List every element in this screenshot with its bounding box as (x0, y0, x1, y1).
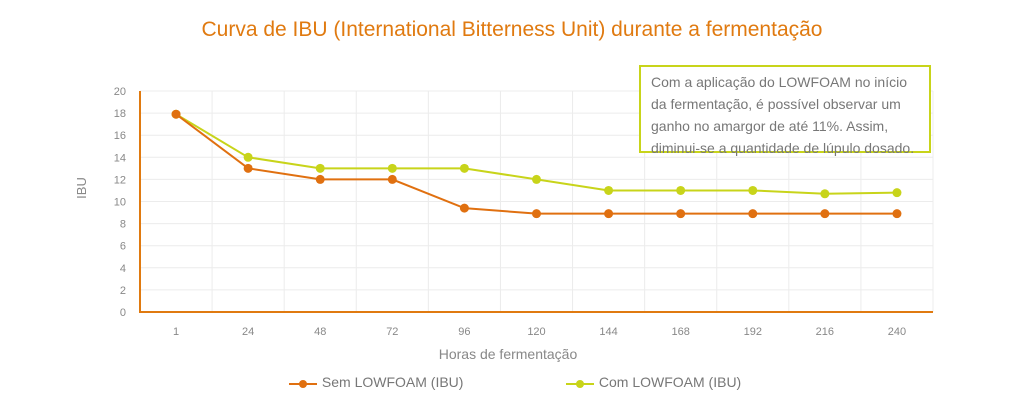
data-point-com (532, 174, 541, 184)
data-point-com (892, 188, 902, 198)
data-point-com (604, 185, 614, 195)
data-point-com (387, 163, 397, 173)
data-point-sem (604, 209, 614, 219)
legend-marker-com-icon (566, 380, 594, 389)
x-tick-label: 96 (458, 326, 470, 338)
data-point-sem (459, 203, 469, 213)
legend-label-sem: Sem LOWFOAM (IBU) (321, 374, 464, 390)
y-tick-label: 0 (120, 307, 126, 319)
x-tick-label: 1 (173, 326, 179, 338)
y-tick-label: 16 (114, 130, 126, 142)
annotation-box: Com a aplicação do LOWFOAM no início da … (639, 65, 931, 156)
data-point-com (243, 152, 253, 162)
x-tick-label: 48 (314, 326, 326, 338)
y-tick-labels: 0 2 4 6 8 10 12 14 16 18 20 (114, 86, 126, 319)
data-point-sem (676, 209, 686, 219)
y-tick-label: 12 (114, 174, 126, 186)
x-tick-label: 216 (816, 326, 834, 338)
y-tick-label: 18 (114, 108, 126, 120)
axes (139, 91, 933, 313)
legend-item-sem-lowfoam[interactable]: Sem LOWFOAM (IBU) (288, 374, 463, 390)
data-point-sem (892, 209, 902, 219)
y-tick-label: 2 (120, 285, 126, 297)
x-tick-label: 192 (744, 326, 762, 338)
data-point-sem (243, 163, 253, 173)
x-tick-labels: 1 24 48 72 96 120 144 168 192 216 240 (173, 326, 906, 338)
data-point-sem (171, 109, 181, 119)
legend-label-com: Com LOWFOAM (IBU) (598, 374, 742, 390)
y-tick-label: 14 (114, 152, 126, 164)
y-tick-label: 4 (120, 263, 126, 275)
data-point-sem (532, 209, 541, 219)
x-axis-label: Horas de fermentação (439, 346, 578, 362)
data-point-com (676, 185, 686, 195)
data-point-com (315, 163, 325, 173)
data-point-sem (315, 174, 325, 184)
y-tick-label: 8 (120, 219, 126, 231)
x-tick-label: 24 (242, 326, 254, 338)
y-axis-label: IBU (74, 177, 89, 199)
data-point-sem (387, 174, 397, 184)
y-tick-label: 20 (114, 86, 126, 98)
y-tick-label: 10 (114, 197, 126, 209)
grid (140, 90, 934, 312)
series-lines (171, 109, 902, 219)
data-point-sem (748, 209, 758, 219)
x-tick-label: 144 (599, 326, 617, 338)
data-point-com (820, 189, 830, 199)
data-point-com (459, 163, 469, 173)
x-tick-label: 72 (386, 326, 398, 338)
data-point-sem (820, 209, 830, 219)
x-tick-label: 168 (672, 326, 690, 338)
x-tick-label: 120 (527, 326, 545, 338)
y-tick-label: 6 (120, 241, 126, 253)
legend-item-com-lowfoam[interactable]: Com LOWFOAM (IBU) (565, 374, 741, 390)
data-point-com (748, 185, 758, 195)
chart-title: Curva de IBU (International Bitterness U… (201, 18, 823, 41)
x-tick-label: 240 (888, 326, 906, 338)
legend-marker-sem-icon (289, 380, 317, 389)
